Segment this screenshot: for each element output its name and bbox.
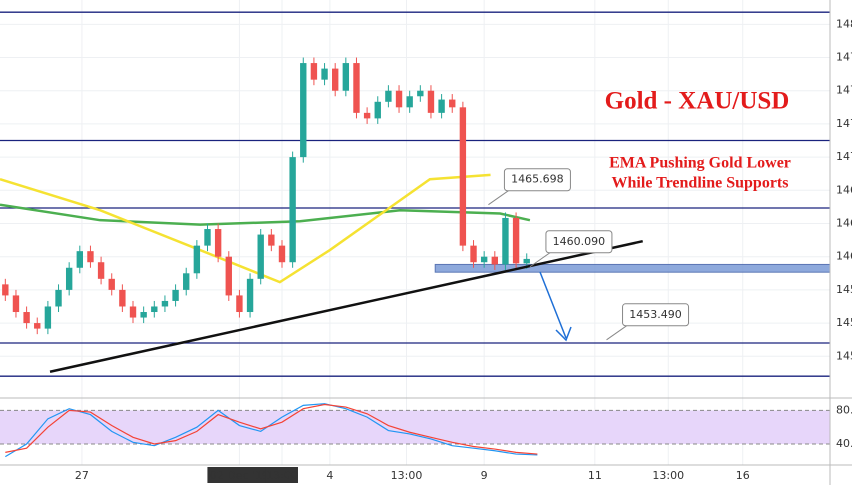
candle-body [108,278,115,290]
candle-body [76,251,83,268]
x-tick-label: 9 [481,469,488,482]
callout-label: 1465.698 [511,173,564,186]
chart-title: Gold - XAU/USD [605,88,790,115]
candle-body [353,63,360,113]
candle-body [140,312,147,318]
candle-body [406,96,413,108]
x-tick-label: 13:00 [266,469,298,482]
trendline [49,239,643,373]
candle-body [395,90,403,108]
candle-body [225,256,232,296]
candle-body [44,306,52,329]
candle-body [332,68,339,91]
y-tick-label: 145 [836,349,852,362]
x-tick-label: 11 [588,469,602,482]
candle-body [523,258,530,264]
candle-body [310,63,318,80]
y-tick-label: 147 [836,51,852,64]
candle-body [459,107,467,246]
y-tick-label: 147 [836,117,852,130]
candle-body [246,278,254,313]
stoch-tick-label: 40. [836,437,852,450]
x-tick-label: 02 Dec '19 [210,469,269,482]
callout-label: 1460.090 [553,235,606,248]
callout-pointer [529,252,551,268]
callout-box [545,230,613,254]
candle-body [342,63,350,91]
candle-body [289,157,296,263]
candle-body [87,251,94,263]
candle-body [129,306,137,318]
candle-body [2,284,9,296]
candle-body [363,112,371,119]
callout-box [622,303,690,327]
candle-body [278,245,286,263]
candle-body [470,245,477,263]
crosshair-label-bg [207,467,272,483]
candle-body [204,229,211,246]
candle-body [119,289,126,307]
y-tick-label: 146 [836,183,852,196]
candle-body [236,295,243,313]
subtitle: While Trendline Supports [612,175,789,192]
x-tick-label: 13:00 [391,469,423,482]
callout-label: 1453.490 [629,308,682,321]
y-tick-label: 146 [836,217,852,230]
candle-body [172,289,179,301]
candle-body [65,267,73,290]
candle-body [97,262,105,279]
candle-body [257,234,264,279]
y-tick-label: 145 [836,316,852,329]
candle-body [151,306,158,313]
y-tick-label: 145 [836,283,852,296]
callout-box [503,168,571,192]
arrow-head [555,326,572,342]
callout-pointer [488,190,509,206]
x-tick-label: 13:00 [652,469,684,482]
stoch-line [5,403,538,455]
candle-body [417,90,424,97]
y-tick-label: 147 [836,150,852,163]
ema-line [0,173,491,284]
y-tick-label: 146 [836,250,852,263]
x-tick-label: 27 [75,469,89,482]
callout-pointer [606,325,627,341]
candle-body [214,229,222,257]
candle-body [427,90,435,113]
y-tick-label: 148 [836,17,852,30]
ema-line [0,203,531,226]
candle-body [193,245,201,274]
candle-body [491,256,498,265]
candle-body [449,99,456,108]
candle-body [502,217,509,265]
arrow [539,271,567,339]
candle-body [385,90,392,102]
candle-body [438,99,445,113]
candle-body [34,323,41,329]
y-tick-label: 147 [836,84,852,97]
candle-body [161,300,169,307]
candle-body [12,295,20,313]
candle-body [23,312,30,324]
candle-body [480,256,488,263]
stoch-tick-label: 80. [836,403,852,416]
subtitle: EMA Pushing Gold Lower [609,155,791,172]
candle-body [55,289,62,307]
stoch-line [5,403,538,458]
candle-body [300,63,307,158]
candle-body [374,101,381,119]
x-tick-label: 16 [736,469,750,482]
crosshair-label-bg [265,467,298,483]
candle-body [321,68,328,80]
candle-body [268,234,275,246]
candle-body [183,273,190,290]
stoch-band [0,410,830,444]
candle-body [512,217,520,264]
x-tick-label: 4 [326,469,333,482]
